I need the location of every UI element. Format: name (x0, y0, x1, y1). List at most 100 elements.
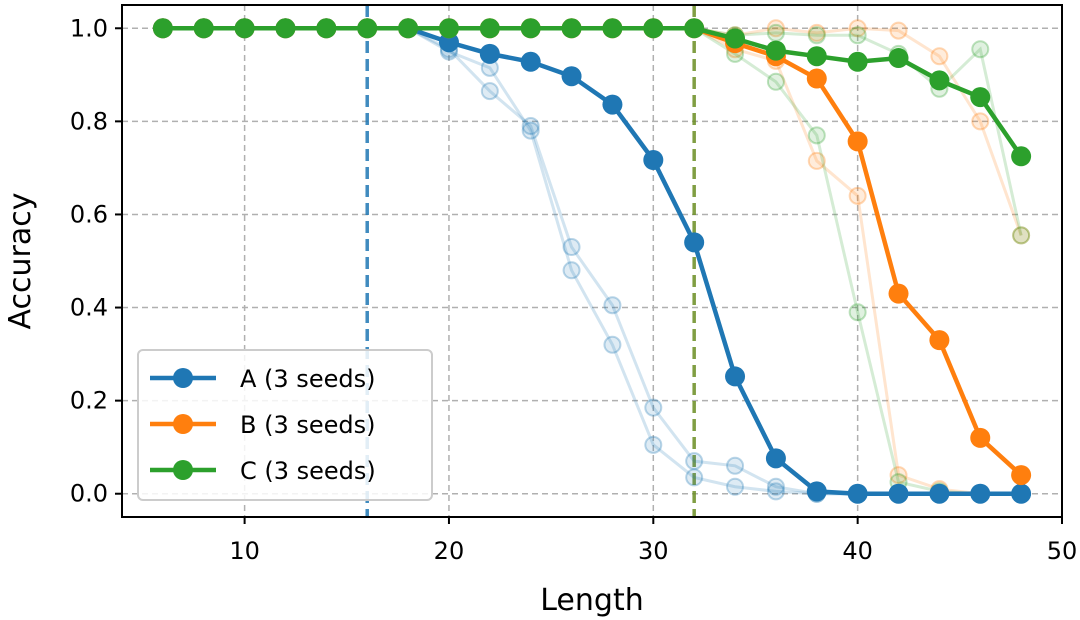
data-point (561, 18, 582, 39)
y-tick-label: 0.0 (70, 480, 108, 508)
data-point (398, 18, 419, 39)
data-point (193, 18, 214, 39)
seed-point (766, 23, 785, 42)
data-point (1011, 146, 1032, 167)
data-point (970, 483, 991, 504)
x-axis-label: Length (540, 583, 643, 618)
axis-ticks: 10 20 30 40 50 0.0 0.2 0.4 0.6 0.8 1.0 (70, 14, 1077, 565)
data-point (643, 18, 664, 39)
y-axis-label: Accuracy (3, 193, 38, 330)
y-tick-label: 0.2 (70, 387, 108, 415)
y-tick-label: 1.0 (70, 14, 108, 42)
data-point (357, 18, 378, 39)
data-point (438, 32, 459, 53)
seed-point (807, 151, 826, 170)
seed-point (889, 466, 908, 485)
seed-point (562, 261, 581, 280)
seed-point (766, 477, 785, 496)
seed-point (521, 117, 540, 136)
seed-point (848, 19, 867, 38)
seed-point (685, 452, 704, 471)
seed-point (889, 21, 908, 40)
plot-frame (121, 4, 1063, 518)
data-point (725, 28, 746, 49)
data-point (847, 483, 868, 504)
seed-point (603, 296, 622, 315)
data-point (602, 94, 623, 115)
data-point (806, 68, 827, 89)
seed-point (1012, 226, 1031, 245)
data-point (888, 48, 909, 69)
data-point (806, 481, 827, 502)
legend-label: B (3 seeds) (240, 411, 376, 439)
legend-marker (173, 368, 193, 388)
seed-point (766, 482, 785, 501)
legend-label: C (3 seeds) (240, 457, 376, 485)
data-point (438, 18, 459, 39)
y-tick-label: 0.8 (70, 107, 108, 135)
x-tick-label: 50 (1047, 537, 1078, 565)
seed-point (480, 82, 499, 101)
x-tick-label: 40 (842, 537, 873, 565)
x-tick-label: 10 (229, 537, 260, 565)
seed-point (930, 47, 949, 66)
data-point (479, 18, 500, 39)
data-point (929, 70, 950, 91)
seed-point (726, 456, 745, 475)
data-point (765, 448, 786, 469)
data-point (684, 232, 705, 253)
seed-point (562, 238, 581, 257)
seed-point (603, 335, 622, 354)
seed-point (766, 72, 785, 91)
seed-point (971, 40, 990, 59)
data-point (684, 18, 705, 39)
data-point (888, 483, 909, 504)
legend: A (3 seeds) B (3 seeds) C (3 seeds) (137, 349, 433, 501)
mean-lines (152, 18, 1032, 504)
data-point (929, 330, 950, 351)
seed-point (726, 477, 745, 496)
seed-point (644, 398, 663, 417)
data-point (888, 283, 909, 304)
seed-point (766, 19, 785, 38)
data-point (847, 51, 868, 72)
data-point (806, 46, 827, 67)
data-point (765, 40, 786, 61)
data-point (847, 131, 868, 152)
data-point (643, 149, 664, 170)
series-line (162, 26, 1023, 158)
seed-point (521, 121, 540, 140)
data-point (316, 18, 337, 39)
seed-point (807, 26, 826, 45)
x-tick-label: 20 (434, 537, 465, 565)
y-tick-label: 0.4 (70, 294, 108, 322)
data-point (970, 427, 991, 448)
data-point (602, 18, 623, 39)
seed-point (644, 435, 663, 454)
seed-point (848, 26, 867, 45)
seed-point (1012, 226, 1031, 245)
legend-box (137, 349, 433, 501)
data-point (1011, 483, 1032, 504)
seed-point (848, 186, 867, 205)
data-point (275, 18, 296, 39)
data-point (152, 18, 173, 39)
data-point (479, 43, 500, 64)
reference-lines (365, 5, 696, 517)
data-point (1011, 465, 1032, 486)
seed-point (807, 23, 826, 42)
data-point (561, 66, 582, 87)
data-point (234, 18, 255, 39)
data-point (970, 87, 991, 108)
data-point (520, 18, 541, 39)
data-point (725, 366, 746, 387)
y-tick-label: 0.6 (70, 200, 108, 228)
data-point (520, 51, 541, 72)
seed-point (848, 303, 867, 322)
seed-point (971, 112, 990, 131)
seed-point (685, 468, 704, 487)
legend-marker (173, 460, 193, 480)
data-point (929, 483, 950, 504)
x-tick-label: 30 (638, 537, 669, 565)
